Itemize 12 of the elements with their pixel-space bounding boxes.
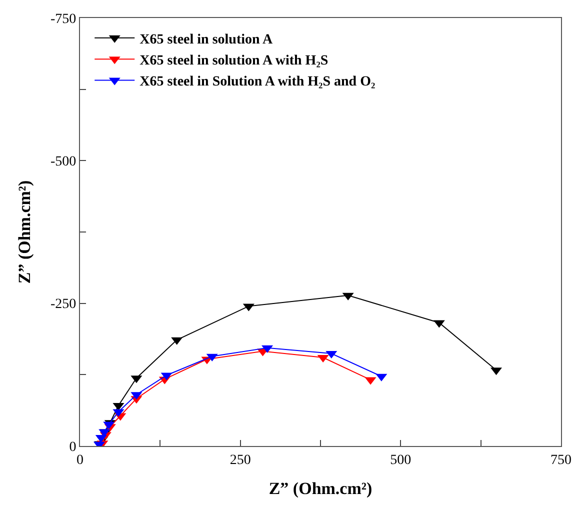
y-tick-label: -500 — [50, 154, 76, 170]
legend-label: X65 steel in Solution A with H₂S and O₂ — [140, 74, 376, 90]
x-tick-label: 750 — [550, 452, 572, 468]
legend-label: X65 steel in solution A — [140, 32, 274, 48]
y-tick-label: 0 — [69, 440, 76, 455]
y-tick-label: -750 — [50, 12, 76, 27]
x-axis-title: Z” (Ohm.cm²) — [268, 479, 372, 498]
y-tick-label: -250 — [50, 297, 76, 312]
legend-label: X65 steel in solution A with H₂S — [140, 54, 328, 69]
x-tick-label: 500 — [390, 452, 412, 468]
y-axis-title: Z” (Ohm.cm²) — [15, 180, 34, 284]
x-tick-label: 250 — [230, 452, 251, 468]
